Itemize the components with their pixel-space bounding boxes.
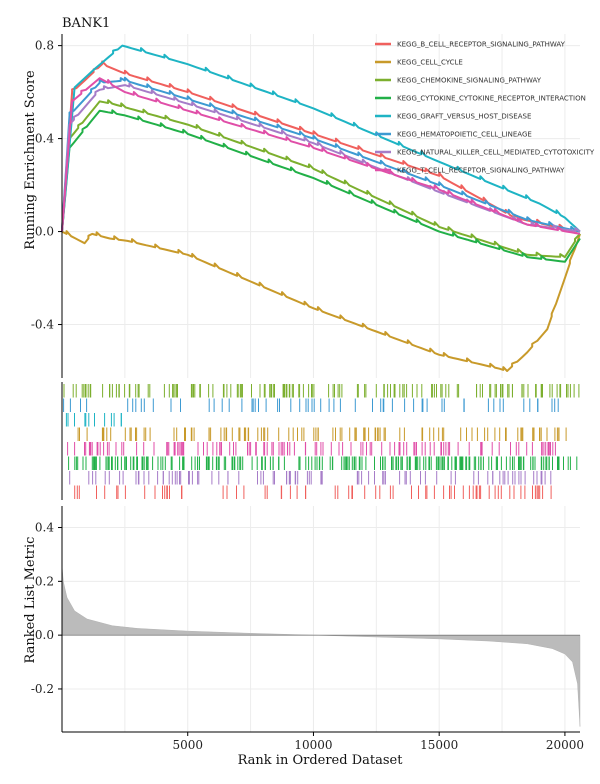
legend-label-6: KEGG_NATURAL_KILLER_CELL_MEDIATED_CYTOTO… <box>397 149 595 157</box>
x-tick-label: 10000 <box>294 738 332 752</box>
ranked-metric-x-ticks: 5000 10000 15000 20000 <box>172 732 584 752</box>
plot-title: BANK1 <box>62 16 110 31</box>
x-tick-label: 20000 <box>546 738 584 752</box>
hits-barcode-panel <box>61 382 580 500</box>
ranked-y-tick-label: 0.4 <box>35 521 54 535</box>
enrichment-y-tick-label: 0.8 <box>35 39 54 53</box>
barcode-row-3 <box>77 427 567 441</box>
legend-label-4: KEGG_GRAFT_VERSUS_HOST_DISEASE <box>397 113 531 121</box>
legend-label-7: KEGG_T_CELL_RECEPTOR_SIGNALING_PATHWAY <box>397 167 565 175</box>
barcode-row-2 <box>65 413 122 427</box>
ranked-metric-grid <box>62 506 580 732</box>
barcode-row-1 <box>63 398 559 412</box>
series-line-7 <box>61 77 581 235</box>
enrichment-y-ticks: -0.4 0.0 0.4 0.8 <box>31 39 62 332</box>
series-line-1 <box>61 230 581 372</box>
ranked-metric-panel: -0.2 0.0 0.2 0.4 5000 10000 15000 20000 <box>31 506 584 752</box>
enrichment-score-panel: -0.4 0.0 0.4 0.8 KEGG_B_CELL_RECEPTOR_SIGNA… <box>31 34 595 378</box>
ranked-y-tick-label: -0.2 <box>31 682 54 696</box>
legend-label-0: KEGG_B_CELL_RECEPTOR_SIGNALING_PATHWAY <box>397 41 566 49</box>
legend-label-2: KEGG_CHEMOKINE_SIGNALING_PATHWAY <box>397 77 542 85</box>
enrichment-y-tick-label: -0.4 <box>31 318 55 332</box>
ranked-y-tick-label: 0.2 <box>35 574 54 588</box>
legend-label-3: KEGG_CYTOKINE_CYTOKINE_RECEPTOR_INTERACT… <box>397 95 586 103</box>
series-line-3 <box>61 109 581 263</box>
barcode-row-6 <box>69 471 552 485</box>
ranked-metric-y-ticks: -0.2 0.0 0.2 0.4 <box>31 521 62 696</box>
ranked-y-tick-label: 0.0 <box>35 628 54 642</box>
ranked-y-axis-title: Ranked List Metric <box>23 537 38 664</box>
enrichment-y-axis-title: Running Enrichment Score <box>23 70 38 250</box>
series-line-5 <box>61 76 581 233</box>
enrichment-y-tick-label: 0.0 <box>35 225 54 239</box>
series-line-4 <box>61 44 581 233</box>
ranked-metric-area <box>61 565 581 727</box>
barcode-row-5 <box>68 456 578 470</box>
legend-label-5: KEGG_HEMATOPOIETIC_CELL_LINEAGE <box>397 131 532 139</box>
series-line-0 <box>61 60 578 233</box>
barcode-row-0 <box>63 384 580 398</box>
x-tick-label: 5000 <box>172 738 203 752</box>
x-tick-label: 15000 <box>420 738 458 752</box>
enrichment-y-tick-label: 0.4 <box>35 132 54 146</box>
barcode-row-4 <box>67 442 556 456</box>
barcode-row-7 <box>74 485 552 499</box>
x-axis-title: Rank in Ordered Dataset <box>238 753 404 768</box>
enrichment-lines <box>61 44 581 372</box>
series-line-2 <box>61 99 581 259</box>
legend-label-1: KEGG_CELL_CYCLE <box>397 59 463 67</box>
legend: KEGG_B_CELL_RECEPTOR_SIGNALING_PATHWAY KE… <box>375 41 595 175</box>
